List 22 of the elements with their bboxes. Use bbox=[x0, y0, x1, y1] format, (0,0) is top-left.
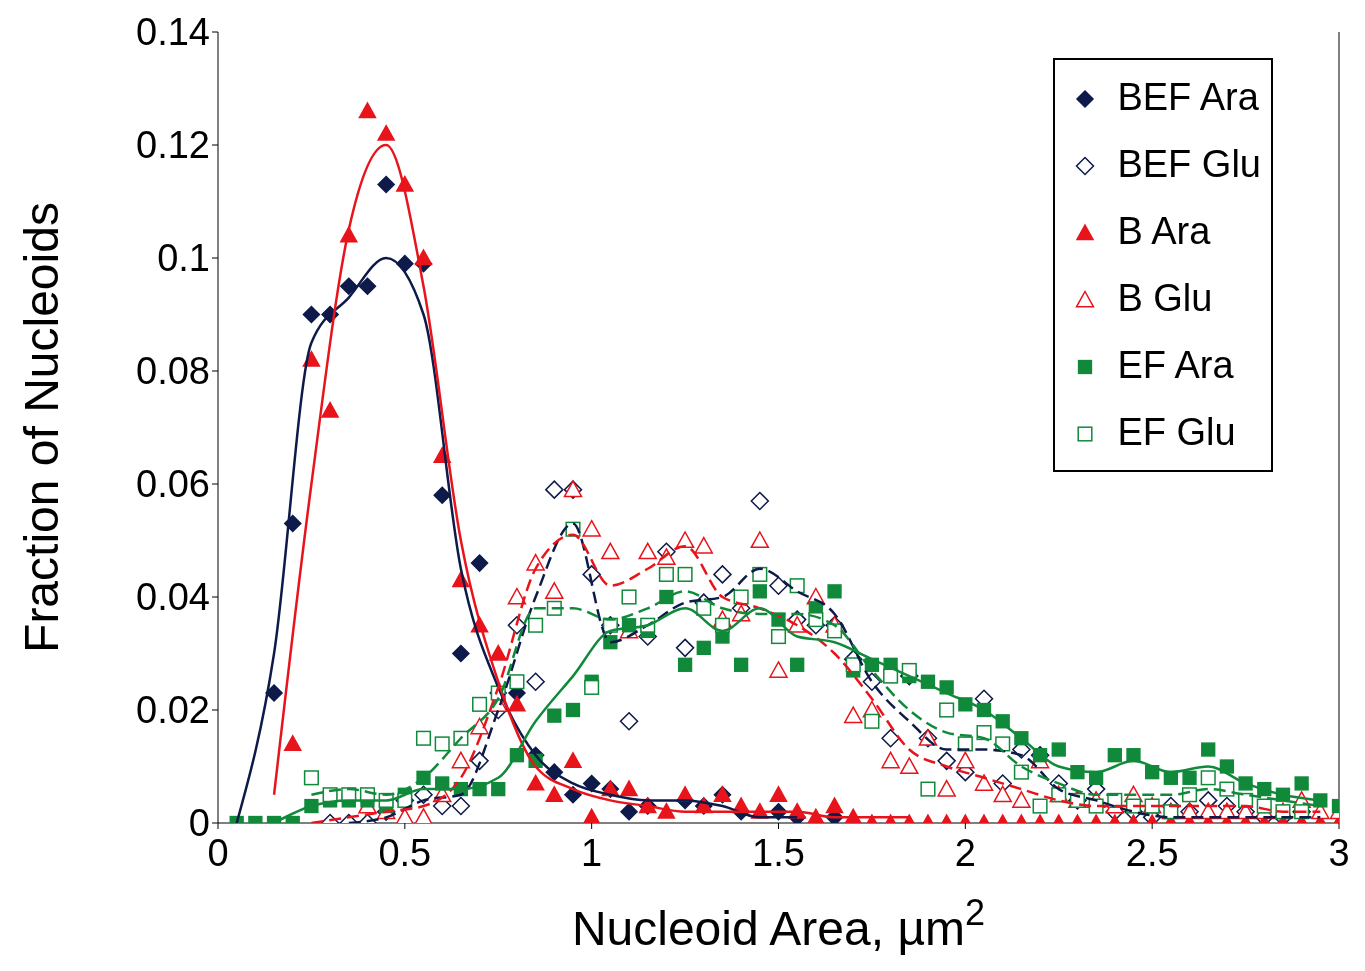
y-tick-label: 0 bbox=[188, 802, 210, 845]
x-tick-label: 3 bbox=[1328, 831, 1350, 874]
legend-label: EF Ara bbox=[1117, 344, 1234, 387]
y-tick-label: 0.04 bbox=[136, 576, 210, 619]
y-tick-label: 0.06 bbox=[136, 463, 210, 506]
y-tick-label: 0.02 bbox=[136, 689, 210, 732]
y-tick-label: 0.12 bbox=[136, 124, 210, 167]
y-tick-label: 0.08 bbox=[136, 350, 210, 393]
y-tick-label: 0.14 bbox=[136, 11, 210, 54]
y-axis-title: Fraction of Nucleoids bbox=[15, 202, 68, 653]
x-tick-label: 1 bbox=[581, 831, 603, 874]
x-tick-label: 1.5 bbox=[752, 831, 805, 874]
x-axis-title: Nucleoid Area, µm$^{2}$ bbox=[571, 891, 986, 955]
legend-label: B Glu bbox=[1117, 277, 1213, 320]
legend-label: BEF Glu bbox=[1117, 143, 1261, 186]
legend-label: BEF Ara bbox=[1117, 76, 1259, 119]
y-tick-label: 0.1 bbox=[157, 237, 210, 280]
legend-label: B Ara bbox=[1117, 210, 1211, 253]
x-tick-label: 2.5 bbox=[1125, 831, 1179, 874]
x-tick-label: 2 bbox=[954, 831, 976, 874]
x-tick-label: 0.5 bbox=[378, 831, 432, 874]
legend-label: EF Glu bbox=[1117, 411, 1236, 454]
